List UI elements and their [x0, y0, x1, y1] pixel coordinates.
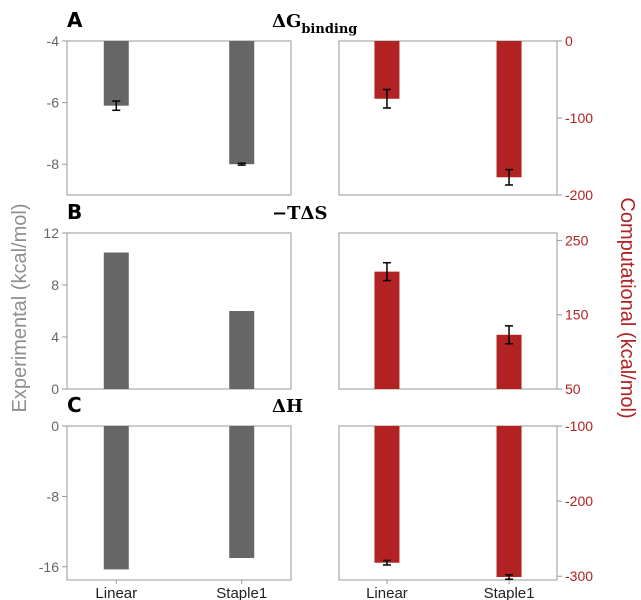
y-tick-label: -300: [565, 568, 593, 584]
y-tick-label: 50: [565, 381, 581, 397]
x-tick-label: Staple1: [216, 585, 267, 600]
left-plot-frame: [66, 40, 292, 196]
left-subplot: -4 -6 -8: [47, 33, 292, 196]
panel-letter: C: [67, 393, 82, 417]
right-y-axis-label: Computational (kcal/mol): [616, 197, 638, 418]
y-tick-label: -8: [47, 156, 60, 172]
panel-title: −TΔS: [272, 203, 327, 224]
x-tick-label: Linear: [366, 585, 408, 600]
x-tick-label: Linear: [95, 585, 137, 600]
right-subplot: -100 -200 -300 Linear Staple1: [338, 418, 593, 600]
y-tick-label: -4: [47, 33, 60, 49]
y-tick-label: -100: [565, 110, 593, 126]
y-tick-label: -200: [565, 187, 593, 203]
y-tick-label: 8: [51, 277, 59, 293]
y-tick-label: -8: [47, 488, 60, 504]
panel-letter: A: [67, 8, 83, 32]
panel-title: ΔH: [272, 396, 303, 417]
y-tick-label: -16: [39, 559, 59, 575]
y-tick-label: 0: [51, 381, 59, 397]
left-subplot: 0 -8 -16 Linear Staple1: [39, 418, 292, 600]
x-tick-label: Staple1: [484, 585, 535, 600]
right-bar-linear: [374, 426, 400, 563]
y-tick-label: 0: [51, 418, 59, 434]
right-subplot: 0 -100 -200: [338, 33, 593, 203]
left-bar-linear: [103, 252, 129, 389]
panel-b: B −TΔS 0 4 8 12 50 150 250: [43, 200, 588, 397]
panels-group: A ΔGbinding -4 -6 -8 0 -100 -200 B −TΔS 0 4 8 12 50 150…: [39, 8, 593, 600]
left-bar-staple1: [229, 41, 255, 165]
left-bar-staple1: [229, 311, 255, 389]
left-bar-linear: [103, 426, 129, 570]
right-plot-frame: [338, 425, 558, 581]
y-tick-label: 250: [565, 232, 589, 248]
y-tick-label: -200: [565, 493, 593, 509]
y-tick-label: 150: [565, 307, 589, 323]
left-y-axis-label: Experimental (kcal/mol): [9, 204, 31, 413]
left-bar-linear: [103, 41, 129, 106]
y-tick-label: 12: [43, 225, 59, 241]
right-bar-staple1: [496, 426, 522, 577]
panel-a: A ΔGbinding -4 -6 -8 0 -100 -200: [47, 8, 594, 203]
left-subplot: 0 4 8 12: [43, 225, 292, 397]
left-plot-frame: [66, 232, 292, 390]
panel-c: C ΔH 0 -8 -16 Linear Staple1 -100 -200 -300 Linear…: [39, 393, 593, 600]
left-bar-staple1: [229, 426, 255, 558]
y-tick-label: -6: [47, 95, 60, 111]
right-subplot: 50 150 250: [338, 232, 589, 397]
y-tick-label: 0: [565, 33, 573, 49]
right-bar-linear: [374, 271, 400, 389]
panel-letter: B: [67, 200, 82, 224]
right-plot-frame: [338, 40, 558, 196]
left-plot-frame: [66, 425, 292, 581]
panel-title-subscript: binding: [301, 22, 357, 37]
y-tick-label: 4: [51, 329, 59, 345]
right-plot-frame: [338, 232, 558, 390]
right-bar-staple1: [496, 41, 522, 178]
y-tick-label: -100: [565, 418, 593, 434]
panel-title: ΔGbinding: [272, 11, 357, 37]
